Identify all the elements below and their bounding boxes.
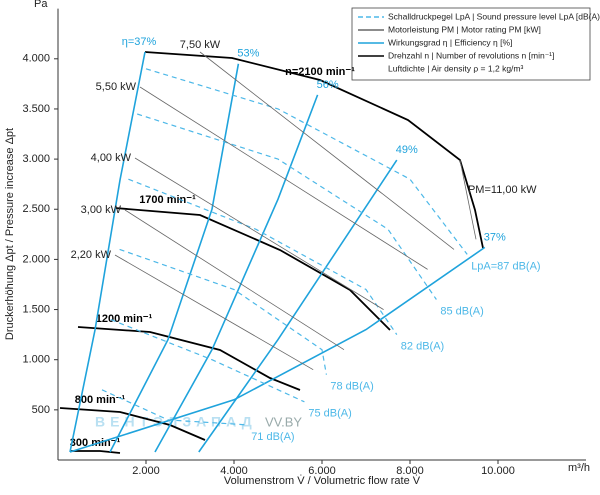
power-line: [199, 51, 455, 250]
speed-label: 800 min⁻¹: [75, 394, 126, 406]
x-tick-label: 6.000: [308, 465, 336, 477]
speed-label: 1200 min⁻¹: [96, 313, 153, 325]
power-label: 7,50 kW: [180, 39, 221, 51]
x-tick-label: 2.000: [132, 465, 160, 477]
efficiency-line: [69, 246, 486, 453]
power-line: [114, 254, 314, 371]
sound-line: [145, 68, 468, 255]
x-tick-label: 4.000: [220, 465, 248, 477]
y-tick-label: 3.000: [22, 153, 50, 165]
power-line: [124, 209, 345, 351]
speed-curve: [70, 450, 121, 454]
sound-line: [119, 248, 327, 375]
power-label: 3,00 kW: [81, 204, 122, 216]
legend-box: [351, 7, 591, 81]
sound-line: [110, 319, 305, 403]
y-tick-label: 3.500: [22, 103, 50, 115]
x-axis-label: Volumenstrom V̇ / Volumetric flow rate V…: [224, 474, 421, 487]
power-label: 5,50 kW: [96, 81, 137, 93]
y-tick-label: 500: [32, 404, 50, 416]
efficiency-line: [198, 159, 398, 453]
y-tick-label: 2.500: [22, 203, 50, 215]
sound-line: [101, 389, 248, 426]
speed-curve: [114, 207, 391, 331]
sound-label: 78 dB(A): [330, 381, 373, 393]
y-axis-label: Druckerhöhung Δpt / Pressure increase Δp…: [4, 128, 16, 340]
efficiency-line: [69, 51, 146, 453]
speed-label: 1700 min⁻¹: [139, 194, 196, 206]
power-label: 2,20 kW: [71, 249, 112, 261]
legend-label: Wirkungsgrad η | Efficiency η [%]: [388, 37, 512, 47]
legend-label: Drehzahl n | Number of revolutions n [mi…: [388, 50, 554, 60]
power-line: [459, 159, 477, 240]
speed-curve: [77, 326, 301, 391]
sound-label: 75 dB(A): [308, 408, 351, 420]
power-line: [134, 157, 384, 310]
sound-line: [128, 178, 398, 335]
sound-label: 85 dB(A): [440, 305, 483, 317]
speed-label: n=2100 min⁻¹: [285, 66, 355, 78]
sound-label: LpA=87 dB(A): [471, 260, 540, 272]
y-tick-label: 1.000: [22, 354, 50, 366]
watermark: ВЕНТЭЛЗАПАД: [95, 414, 257, 430]
sound-line: [137, 113, 437, 300]
efficiency-line: [109, 63, 240, 453]
speed-curve: [59, 407, 206, 441]
speed-curve: [144, 51, 484, 249]
y-tick-label: 4.000: [22, 53, 50, 65]
power-label: PM=11,00 kW: [468, 184, 537, 196]
y-tick-label: 2.000: [22, 253, 50, 265]
efficiency-label: 56%: [317, 79, 339, 91]
efficiency-label: 49%: [396, 144, 418, 156]
sound-label: 71 dB(A): [251, 431, 294, 443]
efficiency-label: 37%: [484, 231, 506, 243]
x-unit: m³/h: [568, 462, 590, 474]
x-tick-label: 10.000: [481, 465, 515, 477]
power-label: 4,00 kW: [91, 152, 132, 164]
power-line: [139, 86, 428, 270]
x-tick-label: 8.000: [396, 465, 424, 477]
legend-label: Motorleistung PM | Motor rating PM [kW]: [388, 24, 541, 34]
y-unit: Pa: [34, 0, 48, 10]
efficiency-label: 53%: [237, 48, 259, 60]
y-tick-label: 1.500: [22, 303, 50, 315]
watermark: VV.BY: [265, 414, 302, 429]
legend-label: Luftdichte | Air density ρ = 1,2 kg/m³: [388, 63, 523, 73]
efficiency-label: η=37%: [122, 36, 157, 48]
efficiency-line: [154, 94, 319, 453]
legend-label: Schalldruckpegel LpA | Sound pressure le…: [388, 11, 600, 21]
sound-label: 82 dB(A): [401, 341, 444, 353]
